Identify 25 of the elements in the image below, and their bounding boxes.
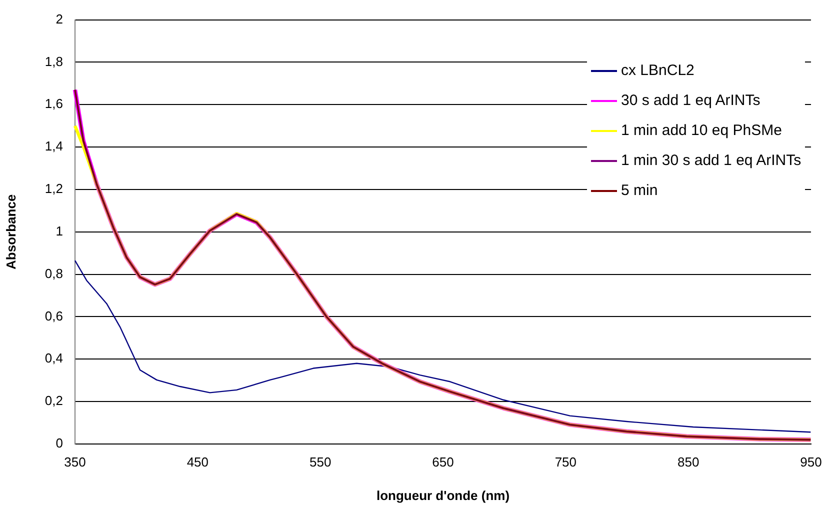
legend-label: 30 s add 1 eq ArINTs [621,92,760,110]
y-tick-label: 0,8 [44,266,63,281]
y-tick-label: 1,8 [44,54,63,69]
legend-label: 5 min [621,182,658,200]
x-axis-title: longueur d'onde (nm) [376,488,510,503]
x-tick-label: 850 [677,454,700,470]
x-tick-label: 550 [309,454,332,470]
y-tick-label: 0 [56,436,63,451]
y-tick-label: 1 [56,223,63,238]
y-tick-label: 2 [56,11,63,26]
legend-label: cx LBnCL2 [621,62,694,80]
legend-label: 1 min 30 s add 1 eq ArINTs [621,152,802,170]
y-axis-title: Absorbance [3,194,18,270]
y-tick-label: 1,4 [44,138,63,154]
y-tick-label: 1,6 [44,96,63,112]
y-tick-label: 0,2 [44,393,63,408]
legend-label: 1 min add 10 eq PhSMe [621,122,782,140]
y-tick-label: 0,6 [44,308,63,324]
x-tick-label: 350 [64,454,86,470]
x-tick-label: 750 [554,454,577,470]
x-tick-label: 650 [432,454,454,470]
x-tick-label: 450 [186,454,209,470]
x-tick-label: 950 [800,454,822,470]
y-tick-label: 0,4 [44,350,63,366]
y-tick-label: 1,2 [44,181,63,196]
